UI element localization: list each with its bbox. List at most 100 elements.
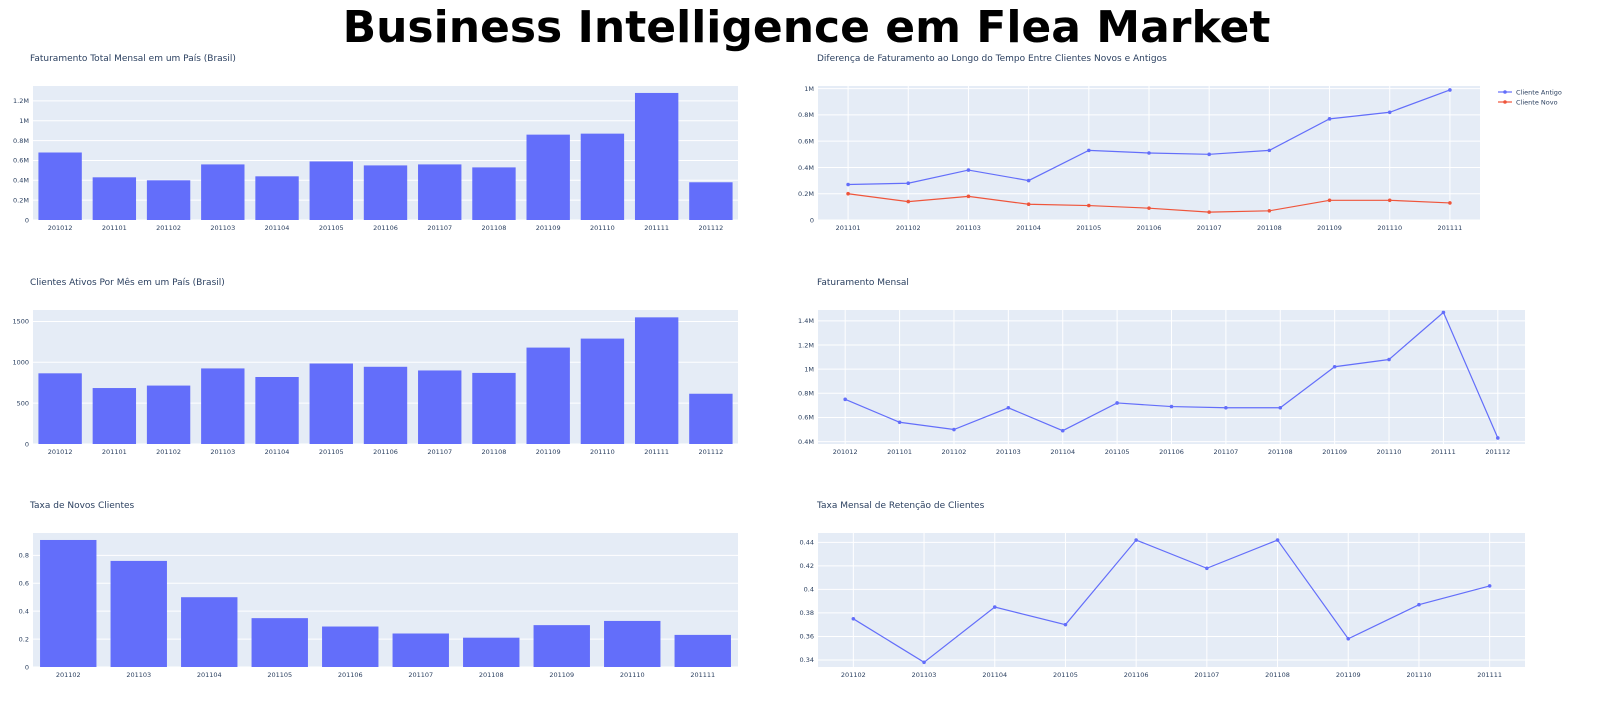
x-tick-label: 201107 [427,448,452,456]
legend-marker [1503,100,1507,104]
y-tick-label: 0.4M [798,164,814,172]
data-point [966,194,971,199]
data-point [1487,584,1492,588]
chart-taxa-novos-clientes: Taxa de Novos Clientes 0 0.2 0.4 0.6 0.8 20110… [19,501,738,679]
data-point [1387,110,1392,115]
data-point [1496,436,1500,440]
data-point [1327,117,1332,121]
x-tick-label: 201103 [996,448,1021,456]
data-point [1267,209,1272,213]
bar [92,177,137,220]
x-tick-label: 201111 [644,224,669,232]
x-tick-label: 201112 [698,448,723,456]
bar [533,625,590,667]
y-tick-label: 0.2M [798,190,814,198]
x-tick-label: 201104 [1050,448,1075,456]
x-tick-label: 201105 [1105,448,1130,456]
data-point [922,660,926,665]
x-tick-label: 201105 [319,448,344,456]
x-tick-label: 201103 [126,671,151,679]
data-point [1207,152,1211,157]
x-tick-label: 201105 [319,224,344,232]
bar [580,338,625,444]
chart-title: Faturamento Total Mensal em um País (Bra… [30,54,236,64]
x-tick-label: 201106 [1159,448,1184,456]
bar [363,165,408,220]
x-tick-label: 201101 [102,224,127,232]
x-tick-label: 201109 [536,224,561,232]
chart-title: Taxa de Novos Clientes [29,501,135,511]
y-tick-label: 1500 [12,318,29,326]
chart-diferenca-faturamento: Diferença de Faturamento ao Longo do Tem… [798,54,1562,232]
legend-label: Cliente Antigo [1516,88,1562,96]
y-tick-label: 1.4M [798,317,814,325]
data-point [1063,622,1068,627]
y-tick-label: 1000 [12,359,29,367]
x-tick-label: 201107 [1213,448,1238,456]
y-tick-label: 0.44 [800,539,814,547]
data-point [843,397,847,402]
bar [418,370,462,444]
y-tick-label: 0.36 [800,633,814,641]
bar [251,618,308,667]
y-tick-label: 0.8 [19,552,29,560]
x-tick-label: 201108 [482,448,507,456]
y-tick-label: 0.4M [13,177,29,185]
bar [40,539,97,667]
data-point [1448,201,1452,205]
x-tick-label: 201110 [620,671,645,679]
bar [392,633,449,667]
x-tick-label: 201108 [1268,448,1293,456]
data-point [1087,203,1091,208]
bar [92,388,137,444]
x-tick-label: 201111 [644,448,669,456]
bar [472,372,516,444]
y-tick-label: 0.34 [800,656,814,664]
x-tick-label: 201105 [267,671,292,679]
x-tick-label: 201107 [1194,671,1219,679]
y-tick-label: 0.6M [798,137,814,145]
x-tick-label: 201111 [690,671,715,679]
data-point [1346,636,1351,641]
x-tick-label: 201101 [887,448,912,456]
legend-label: Cliente Novo [1516,98,1558,106]
x-tick-label: 201108 [482,224,507,232]
x-tick-label: 201110 [1377,448,1402,456]
x-tick-label: 201106 [373,224,398,232]
x-tick-label: 201102 [896,224,921,232]
y-tick-label: 0.8M [798,111,814,119]
y-tick-label: 0 [25,216,29,224]
y-tick-label: 0 [25,663,29,671]
bar [38,152,82,220]
bar [146,385,191,444]
bar [255,176,299,220]
x-tick-label: 201103 [912,671,937,679]
data-point [1006,405,1011,410]
x-tick-label: 201101 [836,224,861,232]
bar [580,133,625,220]
data-point [1207,210,1211,214]
data-point [1332,364,1337,369]
x-tick-label: 201108 [1257,224,1282,232]
x-tick-label: 201102 [942,448,967,456]
y-tick-label: 0 [25,440,29,448]
data-point [1224,405,1228,410]
x-tick-label: 201107 [408,671,433,679]
x-tick-label: 201108 [479,671,504,679]
y-tick-label: 500 [17,399,29,407]
data-point [1169,404,1174,409]
y-tick-label: 0.2M [13,196,29,204]
bar [526,134,570,220]
data-point [897,420,902,425]
data-point [1448,88,1452,92]
x-tick-label: 201106 [338,671,363,679]
bar [110,560,167,667]
y-tick-label: 0.8M [13,137,29,145]
data-point [1417,602,1421,607]
chart-taxa-retencao: Taxa Mensal de Retenção de Clientes 0.34 0… [800,501,1525,679]
y-tick-label: 0.2 [19,635,29,643]
bar [146,180,191,220]
bar [604,620,661,667]
y-tick-label: 0.8M [798,390,814,398]
x-tick-label: 201110 [590,224,615,232]
